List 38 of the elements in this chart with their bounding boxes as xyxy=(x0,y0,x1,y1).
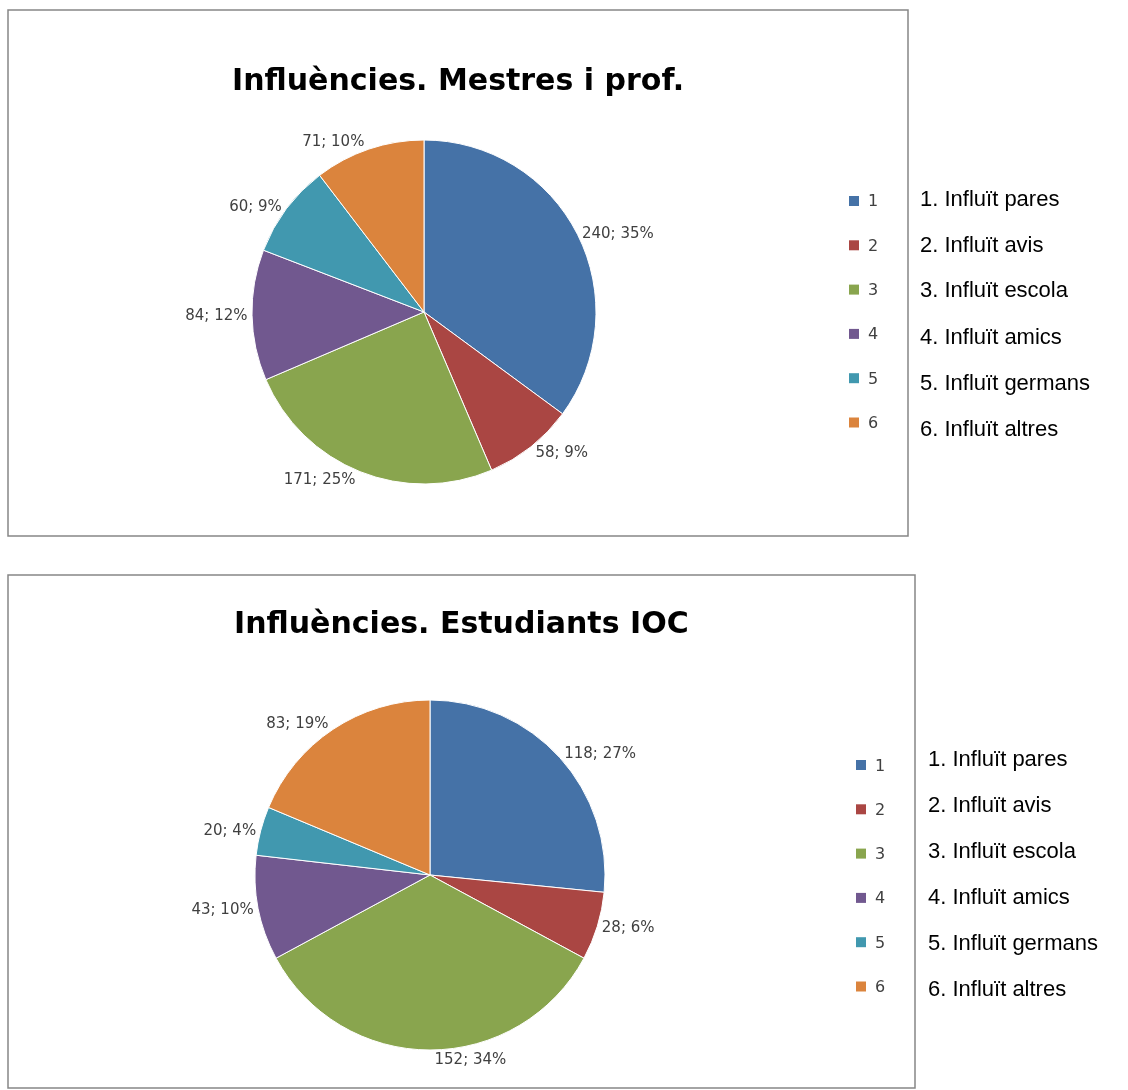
data-label: 152; 34% xyxy=(434,1050,507,1068)
chart-title: Influències. Mestres i prof. xyxy=(232,62,685,97)
data-label: 28; 6% xyxy=(601,918,655,937)
legend-label: 3 xyxy=(875,844,886,863)
legend-label: 5 xyxy=(868,369,879,388)
text: 2. Influït avis xyxy=(920,232,1044,257)
chart-title: Influències. Estudiants IOC xyxy=(234,605,689,640)
text: 2. Influït avis xyxy=(928,792,1052,817)
text: 5. Influït germans xyxy=(928,930,1098,955)
legend-label: 3 xyxy=(868,280,879,299)
text: 1. Influït pares xyxy=(920,186,1060,211)
data-label: 20; 4% xyxy=(203,821,257,840)
data-label: 240; 35% xyxy=(581,223,654,242)
legend-label: 6 xyxy=(875,977,886,996)
legend-label: 2 xyxy=(875,800,886,819)
text: 3. Influït escola xyxy=(920,277,1069,302)
data-label: 60; 9% xyxy=(229,196,282,215)
data-label: 83; 19% xyxy=(266,714,329,733)
legend-label: 2 xyxy=(868,236,879,255)
data-label: 171; 25% xyxy=(283,470,356,489)
text: 1. Influït pares xyxy=(928,746,1068,771)
legend-label: 6 xyxy=(868,413,879,432)
data-label: 71; 10% xyxy=(302,131,365,150)
text: 5. Influït germans xyxy=(920,370,1090,395)
text: 3. Influït escola xyxy=(928,838,1077,863)
data-label: 84; 12% xyxy=(185,306,248,325)
data-label: 43; 10% xyxy=(191,899,254,918)
text: 4. Influït amics xyxy=(920,324,1062,349)
legend-label: 1 xyxy=(875,756,886,775)
text: 6. Influït altres xyxy=(920,416,1059,441)
data-label: 118; 27% xyxy=(564,744,637,763)
legend-label: 5 xyxy=(875,933,886,952)
legend-label: 1 xyxy=(868,191,879,210)
data-label: 58; 9% xyxy=(535,443,589,462)
legend-label: 4 xyxy=(868,324,879,343)
text: 6. Influït altres xyxy=(928,976,1067,1001)
legend-label: 4 xyxy=(875,888,886,907)
text: 4. Influït amics xyxy=(928,884,1070,909)
